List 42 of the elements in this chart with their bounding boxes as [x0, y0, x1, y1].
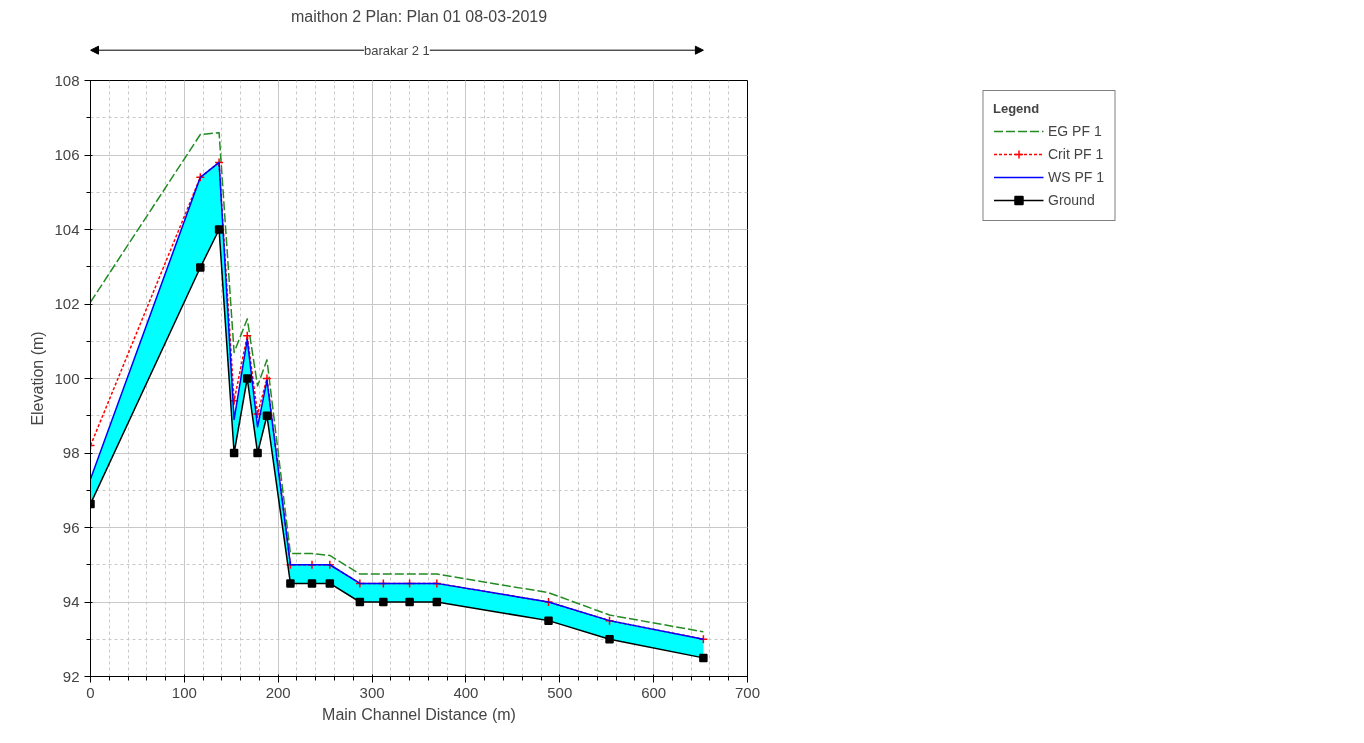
point: [262, 411, 272, 420]
point: [286, 579, 295, 588]
point: [405, 597, 414, 607]
y-tick-label: 104: [54, 220, 80, 238]
y-tick-label: 102: [54, 295, 80, 312]
legend-label: Ground: [1047, 192, 1095, 208]
point: [432, 597, 442, 607]
text: barakar 2 1: [364, 42, 430, 58]
point: [325, 579, 335, 588]
point: [605, 635, 614, 644]
y-tick-label: 108: [54, 71, 80, 89]
x-tick-label: 100: [171, 683, 197, 701]
x-tick-label: 500: [547, 683, 573, 701]
x-axis-title: Main Channel Distance (m): [322, 705, 516, 723]
y-axis-title: Elevation (m): [29, 331, 47, 426]
point: [253, 448, 262, 458]
x-tick-label: 600: [641, 683, 667, 701]
point: [229, 448, 239, 458]
y-tick-label: 100: [54, 369, 80, 387]
chart-title: maithon 2 Plan: Plan 01 08-03-2019: [290, 7, 548, 25]
x-tick-label: 300: [359, 683, 385, 701]
point: [355, 597, 365, 607]
x-tick-label: 400: [453, 683, 479, 701]
point: [699, 653, 708, 663]
legend-label: WS PF 1: [1047, 169, 1105, 185]
y-tick-label: 92: [62, 667, 80, 685]
point: [307, 579, 317, 588]
x-tick-label: 700: [734, 683, 761, 701]
point: [544, 616, 553, 625]
point: [242, 374, 252, 383]
legend-label: EG PF 1: [1047, 123, 1102, 139]
point: [196, 263, 205, 272]
legend-label: Crit PF 1: [1047, 146, 1104, 162]
point: [379, 597, 388, 607]
x-tick-label: 0: [86, 683, 95, 701]
y-tick-label: 94: [62, 593, 80, 610]
y-tick-label: 106: [54, 146, 80, 163]
x-tick-label: 200: [265, 683, 291, 701]
y-tick-label: 96: [62, 518, 80, 536]
point: [214, 225, 224, 234]
y-tick-label: 98: [62, 444, 80, 461]
legend-title: Legend: [992, 101, 1041, 116]
